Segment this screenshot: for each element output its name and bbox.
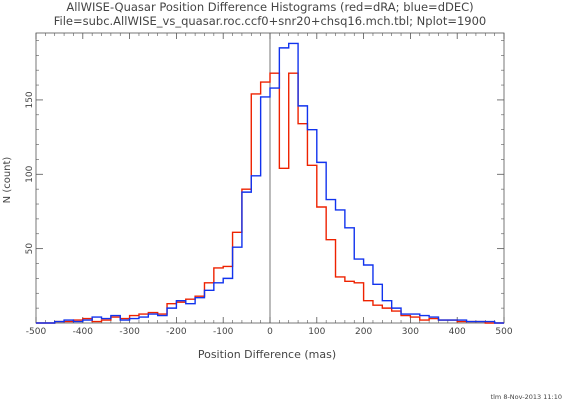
x-tick-label: -400 bbox=[73, 327, 94, 337]
plot-area: -500 -400 -300 -200 -100 0 100 200 300 400 500 50 10… bbox=[25, 32, 513, 337]
y-tick-label: 50 bbox=[25, 243, 35, 255]
x-tick-label: -300 bbox=[119, 327, 140, 337]
y-tick-label: 100 bbox=[25, 165, 35, 182]
chart-title-line1: AllWISE-Quasar Position Difference Histo… bbox=[66, 0, 473, 14]
y-tick-label: 150 bbox=[25, 91, 35, 108]
x-tick-label: 400 bbox=[449, 327, 466, 337]
x-tick-label: 100 bbox=[308, 327, 325, 337]
timestamp-footer: tlm 8-Nov-2013 11:10 bbox=[491, 393, 562, 401]
y-axis-label: N (count) bbox=[2, 157, 13, 204]
histogram-dDEC bbox=[36, 42, 504, 324]
x-tick-label: -500 bbox=[26, 327, 47, 337]
x-tick-label: 200 bbox=[355, 327, 372, 337]
x-axis-label: Position Difference (mas) bbox=[198, 348, 336, 361]
x-tick-label: 0 bbox=[267, 327, 273, 337]
x-tick-label: -100 bbox=[213, 327, 234, 337]
x-tick-label: -200 bbox=[166, 327, 187, 337]
x-tick-label: 300 bbox=[402, 327, 419, 337]
chart-title-line2: File=subc.AllWISE_vs_quasar.roc.ccf0+snr… bbox=[54, 14, 486, 28]
x-tick-label: 500 bbox=[495, 327, 512, 337]
